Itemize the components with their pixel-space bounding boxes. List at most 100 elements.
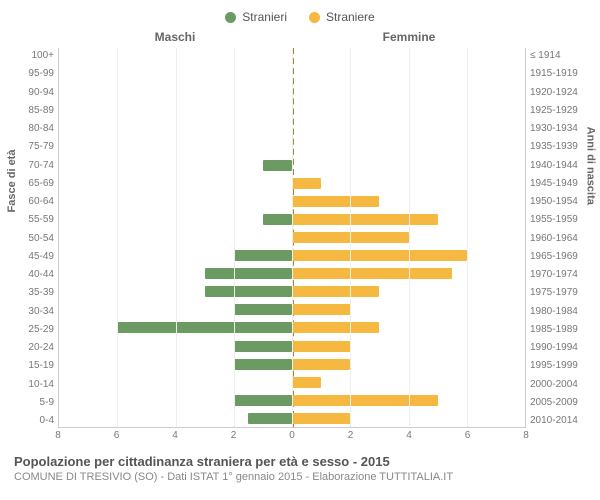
bar-female [292, 359, 350, 370]
ytick-birth: 1975-1979 [530, 287, 586, 298]
ytick-age: 30-34 [14, 306, 54, 317]
ytick-age: 35-39 [14, 287, 54, 298]
ytick-age: 10-14 [14, 379, 54, 390]
plot: Fasce di età 100+95-9990-9485-8980-8475-… [14, 48, 586, 428]
ytick-birth: 1990-1994 [530, 342, 586, 353]
ytick-birth: 1950-1954 [530, 196, 586, 207]
legend-label-f: Straniere [326, 10, 375, 24]
gridline [117, 48, 118, 427]
ytick-birth: 1930-1934 [530, 123, 586, 134]
xtick: 4 [172, 430, 178, 441]
ytick-birth: 1940-1944 [530, 160, 586, 171]
bar-female [292, 395, 438, 406]
ytick-age: 15-19 [14, 360, 54, 371]
header-female: Femmine [292, 30, 526, 44]
ytick-age: 40-44 [14, 269, 54, 280]
ytick-age: 0-4 [14, 415, 54, 426]
bar-male [205, 286, 292, 297]
caption-title: Popolazione per cittadinanza straniera p… [14, 454, 586, 469]
ytick-birth: 1960-1964 [530, 233, 586, 244]
legend-item-m: Stranieri [225, 10, 287, 24]
bar-female [292, 268, 452, 279]
ylabel-right: Anni di nascita [584, 127, 596, 205]
xtick: 6 [465, 430, 471, 441]
xaxis: 8 6 4 2 0 2 4 6 8 [14, 430, 586, 444]
gridline [234, 48, 235, 427]
bar-female [292, 341, 350, 352]
xtick: 6 [114, 430, 120, 441]
ytick-age: 80-84 [14, 123, 54, 134]
ytick-age: 50-54 [14, 233, 54, 244]
bar-female [292, 196, 379, 207]
ytick-birth: ≤ 1914 [530, 50, 586, 61]
ytick-age: 20-24 [14, 342, 54, 353]
ytick-birth: 1995-1999 [530, 360, 586, 371]
xtick: 2 [348, 430, 354, 441]
ytick-age: 70-74 [14, 160, 54, 171]
ytick-age: 5-9 [14, 397, 54, 408]
population-pyramid-chart: Stranieri Straniere Maschi Femmine Fasce… [0, 0, 600, 500]
bar-male [263, 214, 292, 225]
ytick-birth: 1920-1924 [530, 87, 586, 98]
legend-label-m: Stranieri [242, 10, 287, 24]
xaxis-ticks: 8 6 4 2 0 2 4 6 8 [58, 430, 526, 444]
ytick-age: 100+ [14, 50, 54, 61]
gridline [176, 48, 177, 427]
legend-swatch-m [225, 12, 236, 23]
bar-male [248, 413, 292, 424]
bar-female [292, 178, 321, 189]
ytick-age: 55-59 [14, 214, 54, 225]
legend: Stranieri Straniere [14, 10, 586, 24]
ytick-age: 90-94 [14, 87, 54, 98]
gridline [409, 48, 410, 427]
ytick-age: 60-64 [14, 196, 54, 207]
ytick-birth: 1985-1989 [530, 324, 586, 335]
ytick-age: 75-79 [14, 141, 54, 152]
ytick-age: 25-29 [14, 324, 54, 335]
ytick-birth: 1965-1969 [530, 251, 586, 262]
bar-male [205, 268, 292, 279]
ytick-birth: 1915-1919 [530, 68, 586, 79]
bar-female [292, 322, 379, 333]
bar-male [234, 341, 292, 352]
ytick-birth: 1970-1974 [530, 269, 586, 280]
ytick-birth: 2000-2004 [530, 379, 586, 390]
xtick: 8 [523, 430, 529, 441]
bar-female [292, 413, 350, 424]
caption-sub: COMUNE DI TRESIVIO (SO) - Dati ISTAT 1° … [14, 471, 586, 483]
ytick-birth: 1925-1929 [530, 105, 586, 116]
ytick-birth: 1935-1939 [530, 141, 586, 152]
xtick: 0 [289, 430, 295, 441]
gridline [292, 48, 293, 427]
bar-male [263, 160, 292, 171]
header-male: Maschi [58, 30, 292, 44]
yaxis-right: ≤ 1914 1915-1919 1920-1924 1925-1929 1930-19… [526, 48, 586, 428]
bar-male [234, 359, 292, 370]
ytick-birth: 2010-2014 [530, 415, 586, 426]
ylabel-left: Fasce di età [6, 150, 18, 213]
legend-item-f: Straniere [309, 10, 375, 24]
column-headers: Maschi Femmine [14, 30, 586, 44]
legend-swatch-f [309, 12, 320, 23]
gridline [350, 48, 351, 427]
bar-female [292, 304, 350, 315]
caption: Popolazione per cittadinanza straniera p… [14, 454, 586, 483]
bar-female [292, 377, 321, 388]
ytick-age: 65-69 [14, 178, 54, 189]
xtick: 2 [231, 430, 237, 441]
yaxis-left: 100+95-9990-9485-8980-8475-7970-7465-696… [14, 48, 58, 428]
ytick-age: 45-49 [14, 251, 54, 262]
bar-male [117, 322, 292, 333]
plot-area [58, 48, 526, 428]
bar-male [234, 395, 292, 406]
bar-male [234, 304, 292, 315]
ytick-birth: 1955-1959 [530, 214, 586, 225]
bar-female [292, 286, 379, 297]
bar-female [292, 250, 467, 261]
ytick-age: 95-99 [14, 68, 54, 79]
xtick: 8 [55, 430, 61, 441]
ytick-birth: 1945-1949 [530, 178, 586, 189]
ytick-birth: 2005-2009 [530, 397, 586, 408]
xtick: 4 [406, 430, 412, 441]
ytick-birth: 1980-1984 [530, 306, 586, 317]
